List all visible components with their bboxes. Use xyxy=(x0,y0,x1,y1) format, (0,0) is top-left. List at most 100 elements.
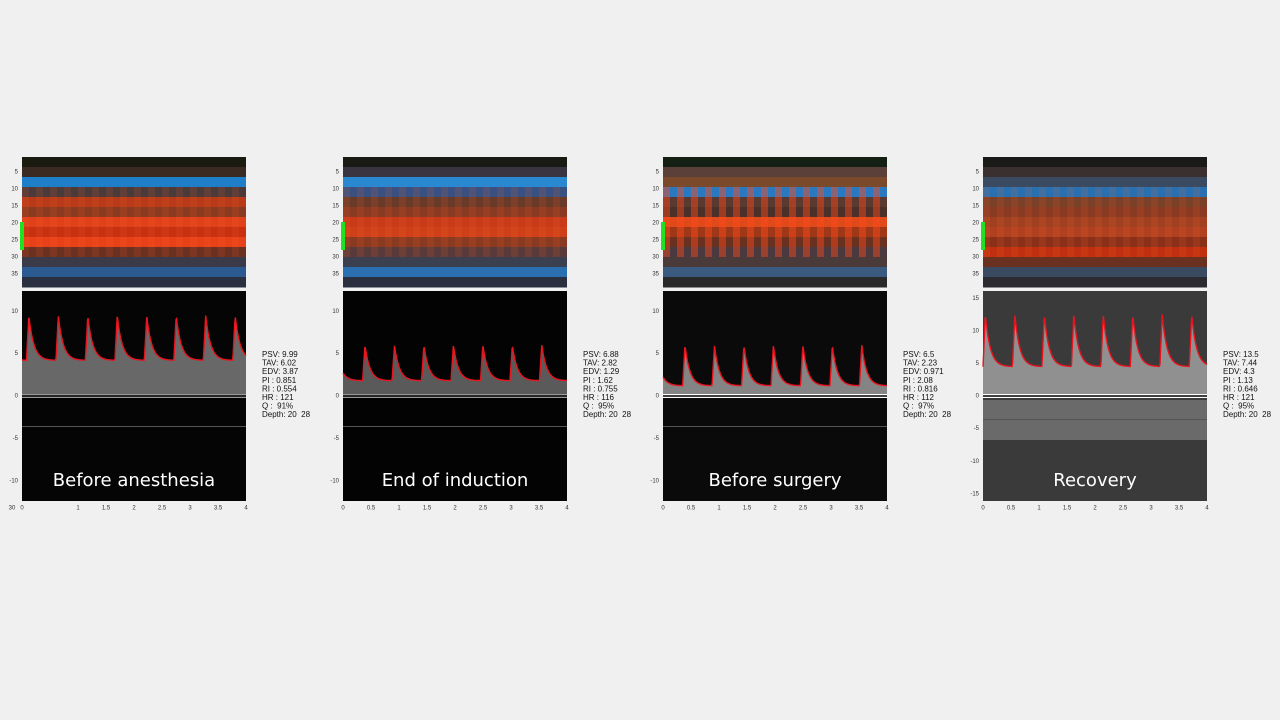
time-tick-label: 1 xyxy=(1037,506,1041,512)
stat-line: TAV: 6.02 xyxy=(262,359,297,368)
color-band xyxy=(663,227,887,238)
stat-line: PI : 2.08 xyxy=(903,376,933,385)
time-tick-label: 0.5 xyxy=(1007,506,1016,512)
spectrum-fill xyxy=(22,315,246,396)
velocity-tick-label: -10 xyxy=(9,478,18,484)
pulse-column xyxy=(371,187,378,257)
color-band xyxy=(983,197,1207,208)
time-tick-label: 2 xyxy=(132,506,136,512)
depth-tick-label: 20 xyxy=(652,221,659,227)
depth-tick-label: 30 xyxy=(972,255,979,261)
depth-tick-label: 30 xyxy=(652,255,659,261)
velocity-tick-label: -10 xyxy=(650,478,659,484)
pulse-column xyxy=(1123,187,1130,257)
time-tick-label: 4 xyxy=(885,506,889,512)
envelope xyxy=(342,345,567,382)
pulse-column xyxy=(1137,187,1144,257)
depth-tick-label: 35 xyxy=(972,272,979,278)
depth-tick-label: 15 xyxy=(972,204,979,210)
time-tick-label: 2.5 xyxy=(799,506,808,512)
envelope xyxy=(22,315,247,362)
depth-tick-label: 5 xyxy=(336,170,340,176)
depth-tick-label: 5 xyxy=(15,170,19,176)
stat-line: Q : 95% xyxy=(1223,402,1254,411)
depth-tick-label: 10 xyxy=(332,187,339,193)
pulse-column xyxy=(162,187,169,257)
time-tick-label: 1 xyxy=(397,506,401,512)
stat-line: HR : 121 xyxy=(262,393,294,402)
velocity-tick-label: 10 xyxy=(332,309,339,315)
depth-tick-label: 25 xyxy=(332,238,339,244)
color-band xyxy=(983,157,1207,168)
color-band xyxy=(663,157,887,168)
time-tick-label: 3 xyxy=(509,506,513,512)
pulse-column xyxy=(120,187,127,257)
depth-tick-label: 5 xyxy=(656,170,660,176)
pulse-column xyxy=(64,187,71,257)
color-band xyxy=(663,237,887,248)
velocity-tick-label: 0 xyxy=(336,394,340,400)
stat-line: Q : 95% xyxy=(583,402,614,411)
pulse-column xyxy=(831,187,838,257)
color-band xyxy=(663,197,887,208)
color-band xyxy=(343,247,567,258)
time-tick-label: 4 xyxy=(244,506,248,512)
color-band xyxy=(663,207,887,218)
pulse-column xyxy=(1011,187,1018,257)
time-tick-label: 3 xyxy=(188,506,192,512)
reverse-flow xyxy=(983,400,1207,440)
stat-line: RI : 0.646 xyxy=(1223,384,1258,393)
stat-line: TAV: 2.23 xyxy=(903,359,938,368)
pulse-column xyxy=(1165,187,1172,257)
velocity-tick-label: -5 xyxy=(13,436,19,442)
pulse-column xyxy=(232,187,239,257)
depth-tick-label: 35 xyxy=(332,272,339,278)
color-band xyxy=(983,167,1207,178)
stat-line: Depth: 20 28 xyxy=(583,410,632,419)
green-marker xyxy=(20,222,24,250)
depth-tick-label: 15 xyxy=(652,204,659,210)
color-band xyxy=(663,267,887,278)
time-tick-label: 0.5 xyxy=(367,506,376,512)
pulse-column xyxy=(176,187,183,257)
velocity-tick-label: 10 xyxy=(972,328,979,334)
stat-line: RI : 0.554 xyxy=(262,384,297,393)
pulse-column xyxy=(663,187,670,257)
time-tick-label: 1 xyxy=(76,506,80,512)
depth-tick-label: 35 xyxy=(652,272,659,278)
green-marker xyxy=(341,222,345,250)
panel-label: Before surgery xyxy=(709,470,842,491)
stat-line: Depth: 20 28 xyxy=(903,410,952,419)
pulse-column xyxy=(691,187,698,257)
stat-line: PI : 0.851 xyxy=(262,376,297,385)
pulse-column xyxy=(218,187,225,257)
velocity-tick-label: -15 xyxy=(970,491,979,497)
time-tick-label: 4 xyxy=(1205,506,1209,512)
color-band xyxy=(983,217,1207,228)
velocity-tick-label: -5 xyxy=(654,436,660,442)
stat-line: PSV: 6.88 xyxy=(583,350,619,359)
panel: 5 10 15 20 25 30 35 10 5 0 -5 -10 0 0.5 1 1.5 2 2.5 3 3.5 4 P… xyxy=(650,157,952,512)
depth-tick-label: 25 xyxy=(972,238,979,244)
color-band xyxy=(22,187,246,198)
color-band xyxy=(22,277,246,288)
spectrum-fill xyxy=(663,345,887,396)
pulse-column xyxy=(553,187,560,257)
panel-label: End of induction xyxy=(382,470,529,491)
time-tick-label: 4 xyxy=(565,506,569,512)
stat-line: Depth: 20 28 xyxy=(262,410,311,419)
pulse-column xyxy=(399,187,406,257)
pulse-column xyxy=(803,187,810,257)
time-tick-label: 3.5 xyxy=(1175,506,1184,512)
color-band xyxy=(22,227,246,238)
time-tick-label: 0 xyxy=(981,506,985,512)
depth-tick-label: 15 xyxy=(332,204,339,210)
pulse-column xyxy=(469,187,476,257)
pulse-column xyxy=(1095,187,1102,257)
depth-tick-label: 20 xyxy=(972,221,979,227)
depth-tick-label: 10 xyxy=(11,187,18,193)
time-tick-label: 1 xyxy=(717,506,721,512)
color-band xyxy=(22,157,246,168)
pulse-column xyxy=(92,187,99,257)
